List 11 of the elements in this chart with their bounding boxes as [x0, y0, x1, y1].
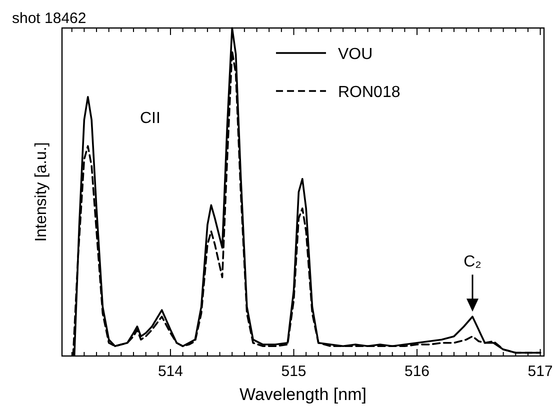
annotation: C₂ [464, 254, 482, 271]
x-tick-label: 515 [281, 363, 306, 380]
legend-label: VOU [338, 46, 373, 63]
x-axis-title: Wavelength [nm] [240, 385, 366, 404]
x-tick-label: 514 [158, 363, 183, 380]
chart-title: shot 18462 [12, 10, 86, 27]
legend-label: RON018 [338, 84, 400, 101]
x-tick-label: 516 [404, 363, 430, 380]
x-tick-label: 517 [528, 363, 553, 380]
annotation: CII [140, 110, 160, 127]
y-axis-title: Intensity [a.u.] [33, 142, 50, 242]
